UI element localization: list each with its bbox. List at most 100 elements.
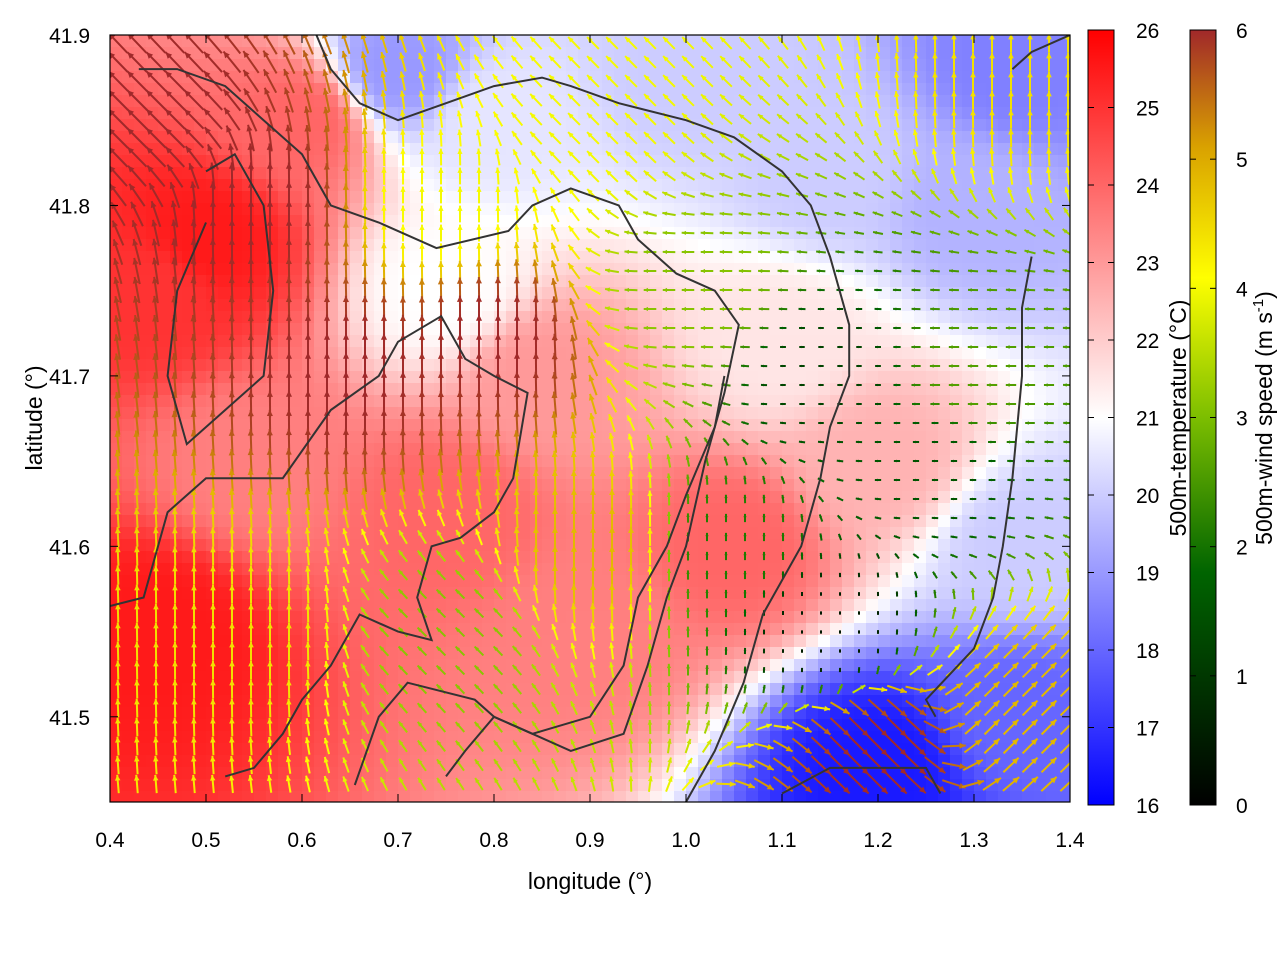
temperature-cell [482, 59, 495, 72]
temperature-cell [278, 455, 291, 468]
temperature-cell [650, 263, 663, 276]
temperature-cell [770, 347, 783, 360]
temperature-cell [902, 215, 915, 228]
temperature-cell [638, 551, 651, 564]
temperature-cell [410, 251, 423, 264]
temperature-cell [290, 467, 303, 480]
temperature-cell [278, 383, 291, 396]
temperature-cell [962, 467, 975, 480]
temperature-cell [194, 407, 207, 420]
temperature-cell [566, 419, 579, 432]
temperature-cell [350, 479, 363, 492]
temperature-cell [818, 395, 831, 408]
temperature-cell [710, 719, 723, 732]
temperature-cell [722, 527, 735, 540]
temperature-cell [914, 263, 927, 276]
temperature-cell [902, 323, 915, 336]
temperature-cell [290, 203, 303, 216]
temperature-cell [182, 59, 195, 72]
temperature-cell [926, 515, 939, 528]
temperature-cell [626, 515, 639, 528]
temperature-cell [482, 335, 495, 348]
temperature-cell [518, 527, 531, 540]
temperature-cell [542, 743, 555, 756]
temperature-cell [794, 311, 807, 324]
temperature-cell [446, 155, 459, 168]
temperature-cell [122, 299, 135, 312]
temperature-cell [314, 407, 327, 420]
temperature-cell [638, 83, 651, 96]
temperature-cell [326, 143, 339, 156]
temperature-cell [902, 95, 915, 108]
temperature-cell [290, 635, 303, 648]
temperature-cell [314, 467, 327, 480]
temperature-cell [446, 635, 459, 648]
temperature-cell [866, 527, 879, 540]
temperature-cell [110, 323, 123, 336]
temperature-cell [158, 731, 171, 744]
temperature-cell [518, 419, 531, 432]
temperature-cell [182, 155, 195, 168]
temperature-cell [1034, 527, 1047, 540]
temperature-cell [182, 731, 195, 744]
temperature-cell [722, 467, 735, 480]
temperature-cell [278, 635, 291, 648]
temperature-cell [290, 515, 303, 528]
temperature-cell [1022, 119, 1035, 132]
temperature-cell [842, 683, 855, 696]
temperature-cell [734, 179, 747, 192]
temperature-cell [614, 467, 627, 480]
temperature-cell [314, 611, 327, 624]
temperature-cell [1034, 395, 1047, 408]
temperature-cell [998, 263, 1011, 276]
temperature-cell [134, 551, 147, 564]
temperature-cell [326, 443, 339, 456]
temperature-cell [590, 671, 603, 684]
temperature-cell [482, 671, 495, 684]
temperature-cell [842, 419, 855, 432]
temperature-cell [902, 107, 915, 120]
temperature-cell [386, 407, 399, 420]
temperature-cell [734, 83, 747, 96]
temperature-cell [158, 443, 171, 456]
temperature-cell [794, 491, 807, 504]
temperature-cell [254, 71, 267, 84]
temperature-cell [494, 659, 507, 672]
temperature-cell [734, 347, 747, 360]
temperature-cell [590, 323, 603, 336]
temperature-cell [482, 167, 495, 180]
temperature-cell [638, 767, 651, 780]
temperature-cell [878, 395, 891, 408]
temperature-cell [170, 635, 183, 648]
temperature-cell [890, 407, 903, 420]
temperature-cell [410, 479, 423, 492]
temperature-cell [1034, 155, 1047, 168]
temperature-cell [482, 191, 495, 204]
temperature-cell [134, 515, 147, 528]
temperature-cell [650, 731, 663, 744]
temperature-cell [194, 167, 207, 180]
temperature-cell [818, 695, 831, 708]
temperature-cell [818, 599, 831, 612]
temperature-cell [818, 647, 831, 660]
temperature-cell [818, 503, 831, 516]
temperature-cell [614, 779, 627, 792]
temperature-cell [722, 599, 735, 612]
temperature-cell [470, 215, 483, 228]
temperature-cell [482, 215, 495, 228]
temperature-cell [710, 587, 723, 600]
temperature-cell [470, 455, 483, 468]
temperature-cell [578, 635, 591, 648]
temperature-cell [662, 323, 675, 336]
temperature-cell [374, 647, 387, 660]
temperature-cell [746, 551, 759, 564]
temperature-cell [290, 575, 303, 588]
temperature-cell [170, 623, 183, 636]
temperature-cell [674, 371, 687, 384]
temperature-cell [674, 479, 687, 492]
temperature-cell [866, 503, 879, 516]
temperature-cell [650, 143, 663, 156]
temperature-cell [362, 323, 375, 336]
temperature-cell [686, 215, 699, 228]
temperature-cell [134, 743, 147, 756]
